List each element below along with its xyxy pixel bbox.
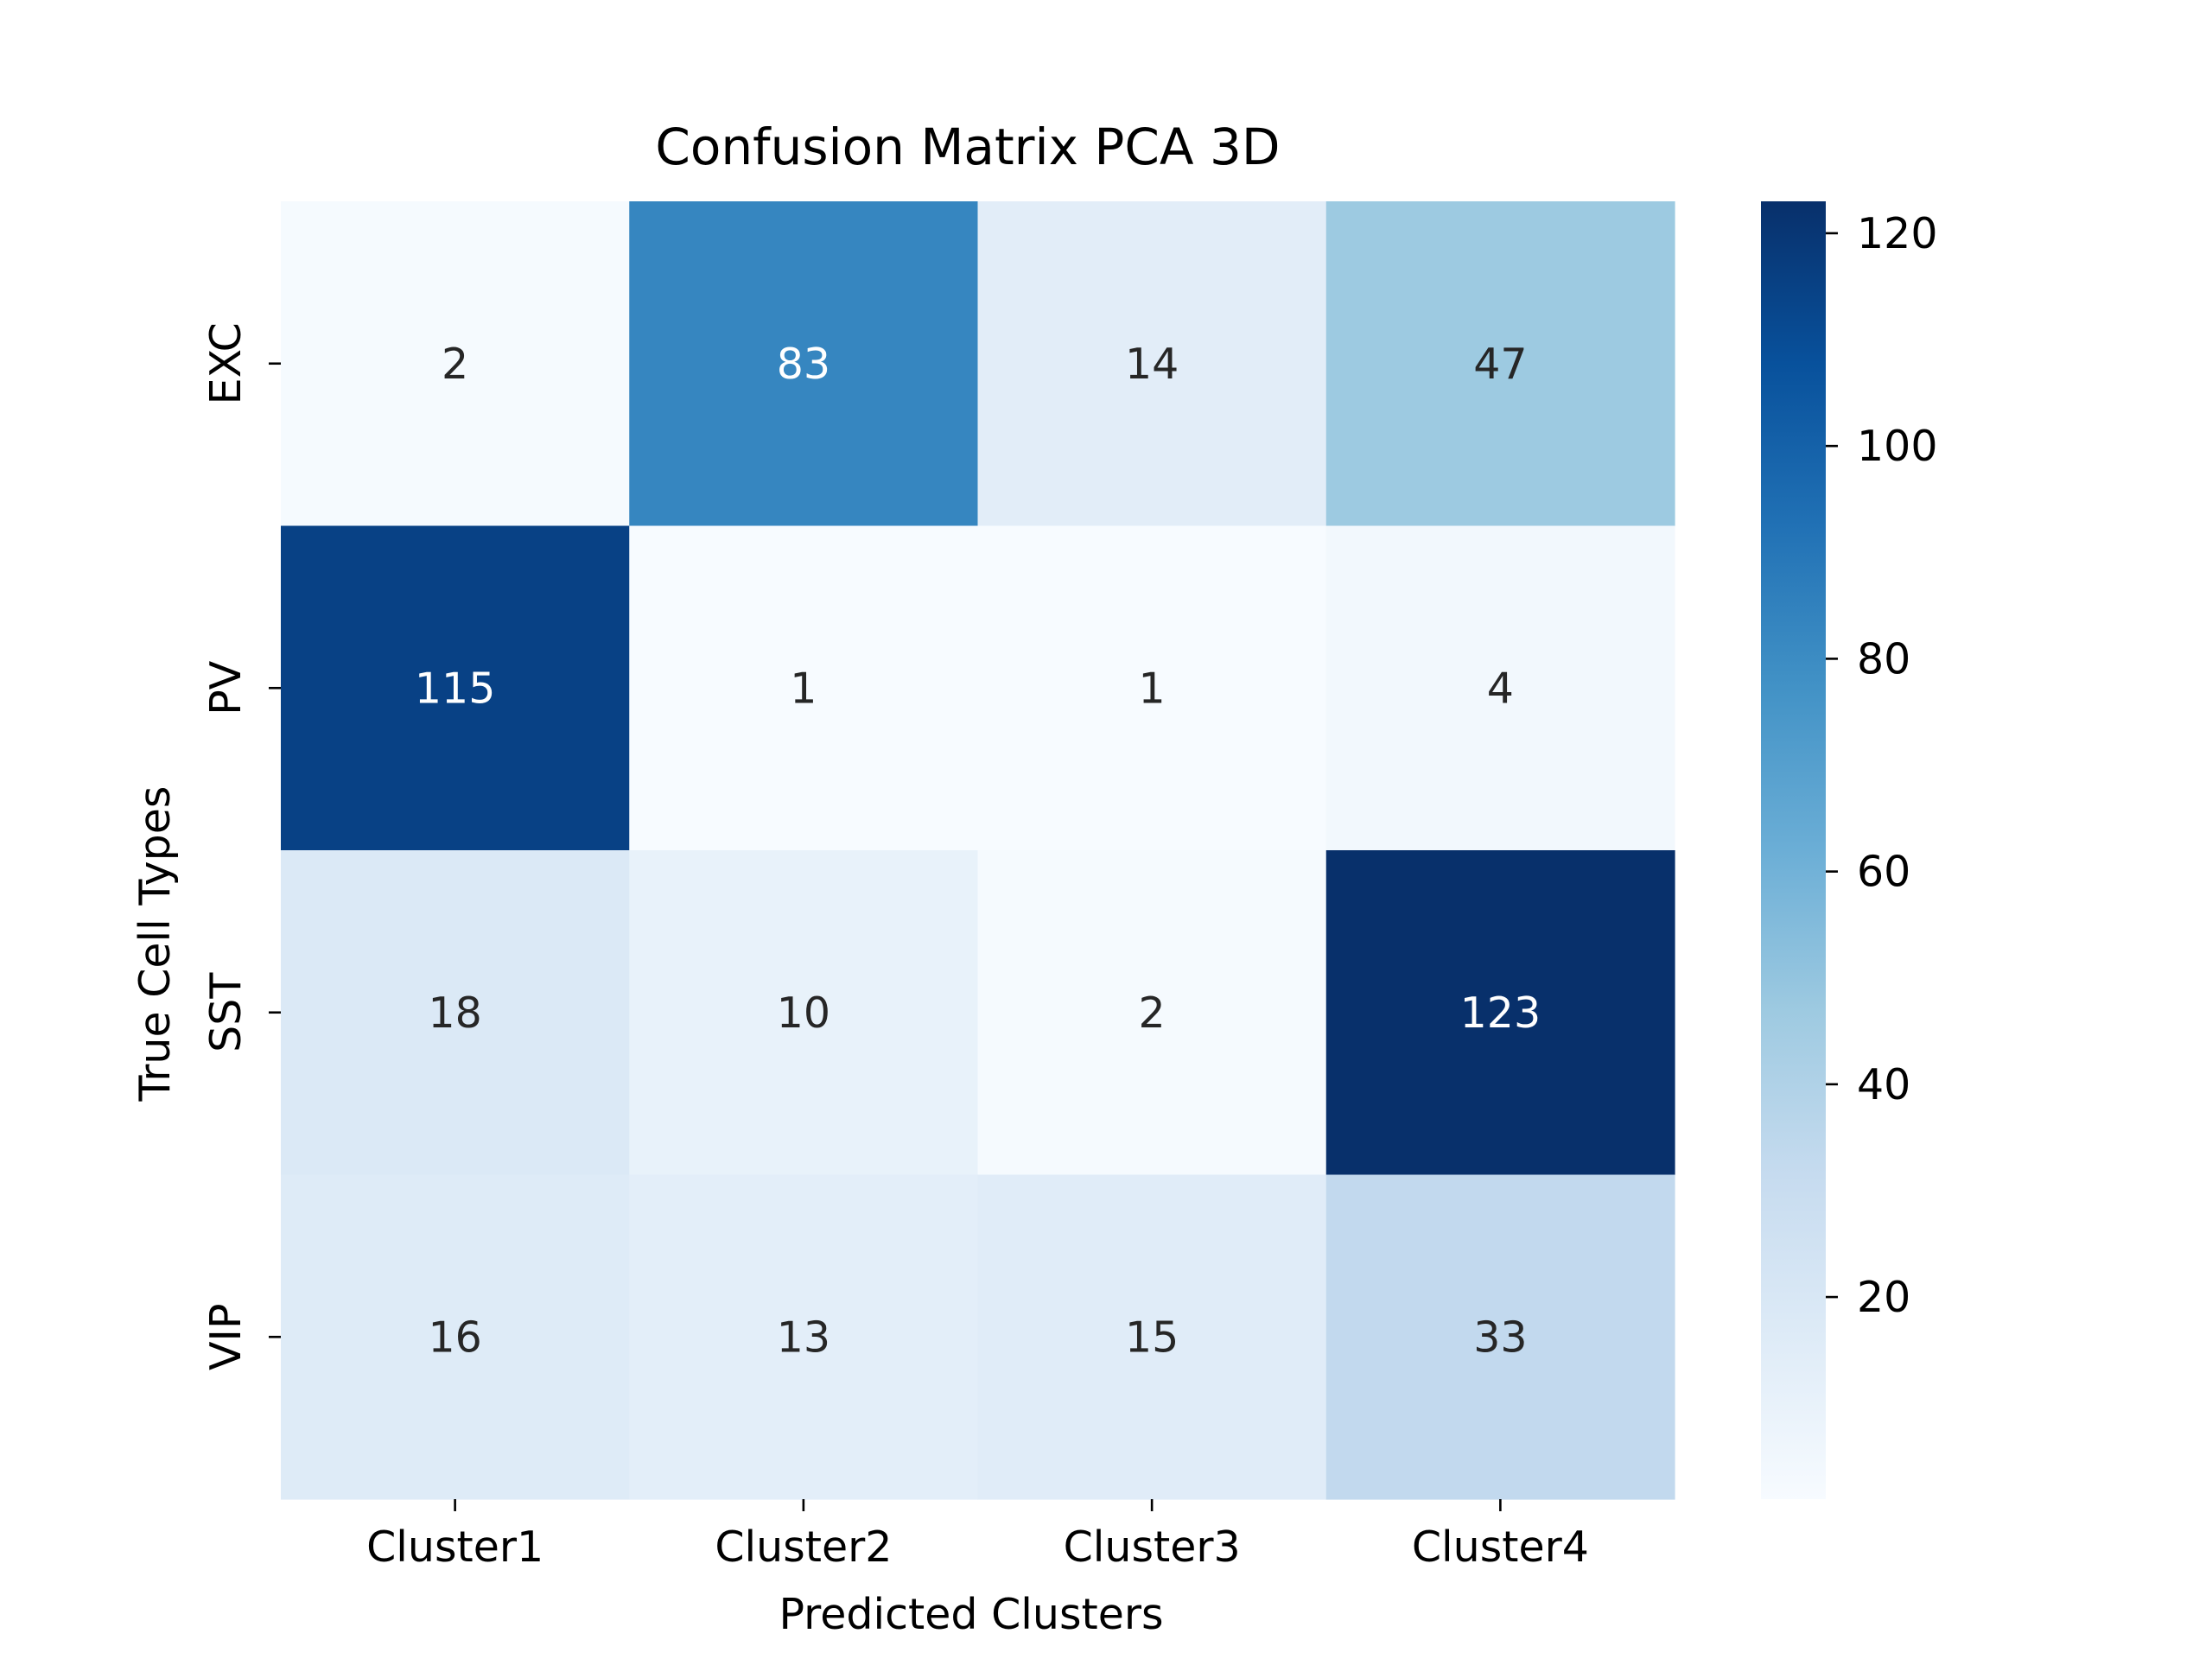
x-tick-label: Cluster4 <box>1412 1522 1589 1572</box>
heatmap-cell <box>629 201 979 527</box>
heatmap-cell <box>281 525 630 851</box>
heatmap-cell <box>1325 525 1675 851</box>
cell-value-label: 10 <box>777 988 830 1038</box>
cell-value-label: 18 <box>428 988 481 1038</box>
heatmap-cell <box>629 1174 979 1500</box>
cell-value-label: 47 <box>1473 340 1527 389</box>
heatmap-cell <box>281 1174 630 1500</box>
cell-value-label: 13 <box>777 1313 830 1362</box>
colorbar-tick-label: 40 <box>1857 1060 1910 1109</box>
y-axis: EXC PV SST VIP <box>201 322 281 1370</box>
cell-value-label: 2 <box>442 340 468 389</box>
heatmap-cell <box>977 525 1327 851</box>
y-tick-label: VIP <box>201 1303 251 1370</box>
cell-value-label: 16 <box>428 1313 481 1362</box>
y-tick-label: PV <box>201 660 251 715</box>
cell-value-label: 123 <box>1460 988 1541 1038</box>
cell-value-label: 15 <box>1125 1313 1179 1362</box>
heatmap-cell <box>977 201 1327 527</box>
colorbar-tick-label: 80 <box>1857 634 1910 683</box>
heatmap-cell <box>629 525 979 851</box>
x-tick-label: Cluster1 <box>366 1522 543 1572</box>
heatmap-cell <box>281 850 630 1176</box>
heatmap-cell <box>1325 201 1675 527</box>
cell-value-label: 115 <box>415 664 496 713</box>
heatmap-cells <box>281 201 1675 1500</box>
colorbar-tick-label: 60 <box>1857 848 1910 897</box>
heatmap-cell <box>1325 850 1675 1176</box>
colorbar: 20 40 60 80 100 120 <box>1761 201 1938 1499</box>
colorbar-tick-label: 120 <box>1857 209 1938 258</box>
heatmap-cell <box>977 1174 1327 1500</box>
colorbar-tick-label: 100 <box>1857 422 1938 471</box>
cell-value-label: 2 <box>1139 988 1166 1038</box>
x-tick-label: Cluster3 <box>1064 1522 1241 1572</box>
heatmap-cell <box>281 201 630 527</box>
x-tick-label: Cluster2 <box>715 1522 892 1572</box>
heatmap-cell <box>977 850 1327 1176</box>
cell-value-label: 1 <box>790 664 817 713</box>
colorbar-gradient <box>1761 201 1826 1499</box>
y-axis-label: True Cell Types <box>130 786 180 1103</box>
x-axis: Cluster1 Cluster2 Cluster3 Cluster4 <box>366 1499 1589 1572</box>
y-tick-label: EXC <box>201 322 251 404</box>
cell-value-label: 14 <box>1125 340 1179 389</box>
heatmap-cell <box>1325 1174 1675 1500</box>
cell-value-label: 4 <box>1487 664 1514 713</box>
cell-value-label: 83 <box>777 340 830 389</box>
chart-title: Confusion Matrix PCA 3D <box>655 118 1280 176</box>
y-tick-label: SST <box>201 972 251 1052</box>
x-axis-label: Predicted Clusters <box>779 1590 1163 1639</box>
colorbar-tick-label: 20 <box>1857 1273 1910 1322</box>
cell-value-label: 33 <box>1473 1313 1527 1362</box>
cell-value-label: 1 <box>1139 664 1166 713</box>
heatmap-cell <box>629 850 979 1176</box>
